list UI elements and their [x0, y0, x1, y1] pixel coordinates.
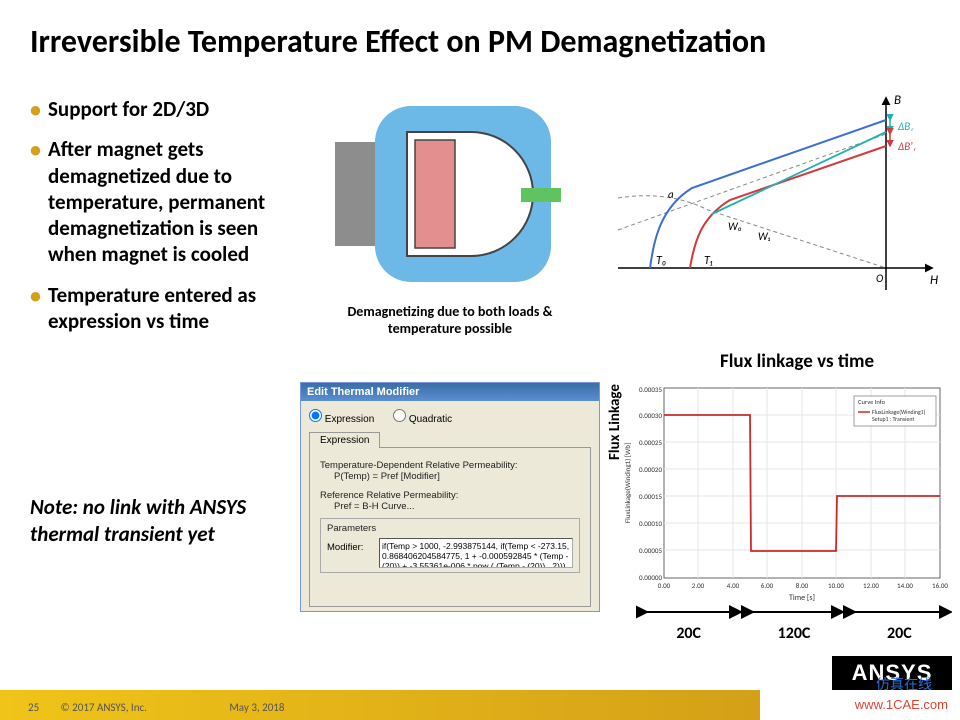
curve-t1	[690, 146, 886, 268]
label-dbr2: ΔB'ᵣ	[897, 140, 917, 153]
svg-text:0.00: 0.00	[658, 581, 671, 590]
temp-120c: 120C	[741, 624, 846, 643]
x-axis-label: H	[930, 273, 938, 288]
legend-title: Curve Info	[858, 398, 886, 406]
watermark-cn: 仿真在线	[876, 674, 932, 694]
label-a: a	[668, 188, 674, 201]
tab-pane: Temperature-Dependent Relative Permeabil…	[309, 447, 591, 607]
label-dbr: ΔBᵣ	[897, 120, 914, 133]
svg-text:6.00: 6.00	[761, 581, 774, 590]
svg-text:10.00: 10.00	[828, 581, 844, 590]
bullet-2: After magnet gets demagnetized due to te…	[30, 136, 310, 267]
label-t1: T₁	[704, 254, 713, 268]
svg-text:16.00: 16.00	[932, 581, 948, 590]
label-w1: W₁	[758, 230, 771, 243]
origin-label: O	[876, 272, 883, 285]
modifier-label: Modifier:	[327, 538, 373, 568]
label-t0: T₀	[656, 254, 667, 268]
bullet-list: Support for 2D/3D After magnet gets dema…	[30, 96, 310, 348]
y-ticks: 0.000000.000050.00010 0.000150.000200.00…	[639, 385, 663, 582]
svg-text:14.00: 14.00	[897, 581, 913, 590]
svg-text:8.00: 8.00	[796, 581, 809, 590]
footer: ANSYS 25 © 2017 ANSYS, Inc. May 3, 2018 …	[0, 678, 960, 720]
svg-text:0.00005: 0.00005	[639, 546, 663, 555]
page-number: 25	[28, 701, 58, 714]
ref-perm-value: Pref = B-H Curve...	[334, 501, 580, 512]
dialog-title: Edit Thermal Modifier	[301, 383, 599, 401]
magnet-caption: Demagnetizing due to both loads & temper…	[335, 304, 565, 338]
inner-y-label: FluxLinkage(Winding1) [Wb]	[623, 443, 632, 523]
legend-item-2: Setup1 : Transient	[872, 415, 914, 423]
copyright: © 2017 ANSYS, Inc.	[61, 701, 147, 714]
parameters-label: Parameters	[327, 523, 573, 534]
bh-curve-chart: H B O T₀ T₁ W₀ W₁ a ΔBᵣ ΔB'ᵣ	[608, 90, 938, 300]
temp-20c-a: 20C	[636, 624, 741, 643]
ref-perm-label: Reference Relative Permeability:	[320, 490, 580, 501]
magnet-coil	[415, 140, 455, 248]
flux-chart-title: Flux linkage vs time	[720, 350, 874, 373]
modifier-field[interactable]: if(Temp > 1000, -2.993875144, if(Temp < …	[379, 538, 573, 568]
curve-recoil	[712, 132, 886, 214]
note-text: Note: no link with ANSYS thermal transie…	[30, 494, 290, 549]
label-w0: W₀	[728, 220, 742, 233]
x-axis-label: Time [s]	[789, 593, 815, 603]
svg-text:0.00010: 0.00010	[639, 519, 663, 528]
footer-text: 25 © 2017 ANSYS, Inc. May 3, 2018	[28, 701, 284, 714]
svg-text:0.00015: 0.00015	[639, 492, 663, 501]
temp-range-arrows	[636, 604, 952, 620]
curve-t0	[650, 120, 886, 268]
flux-linkage-chart: 0.000000.000050.00010 0.000150.000200.00…	[620, 378, 950, 612]
perm-temp-label: Temperature-Dependent Relative Permeabil…	[320, 460, 580, 471]
slide-title: Irreversible Temperature Effect on PM De…	[30, 22, 766, 61]
svg-text:0.00035: 0.00035	[639, 385, 663, 394]
stator-stem	[335, 142, 375, 246]
slide-container: { "title": "Irreversible Temperature Eff…	[0, 0, 960, 720]
svg-text:0.00030: 0.00030	[639, 411, 663, 420]
perm-temp-value: P(Temp) = Pref [Modifier]	[334, 471, 580, 482]
temp-20c-b: 20C	[847, 624, 952, 643]
bullet-1: Support for 2D/3D	[30, 96, 310, 122]
radio-quadratic[interactable]: Quadratic	[393, 414, 452, 425]
svg-text:2.00: 2.00	[692, 581, 705, 590]
magnet-schematic	[335, 96, 565, 296]
svg-text:0.00025: 0.00025	[639, 438, 663, 447]
footer-date: May 3, 2018	[229, 701, 284, 714]
radio-expression[interactable]: Expression	[309, 414, 374, 425]
svg-text:4.00: 4.00	[727, 581, 740, 590]
y-axis-label: B	[894, 93, 901, 108]
svg-text:12.00: 12.00	[863, 581, 879, 590]
magnet-contact	[521, 188, 561, 202]
svg-text:0.00020: 0.00020	[639, 465, 663, 474]
radio-expression-label: Expression	[325, 414, 374, 425]
tab-expression[interactable]: Expression	[309, 432, 380, 448]
dash-1	[618, 134, 886, 230]
thermal-modifier-dialog: Edit Thermal Modifier Expression Quadrat…	[300, 382, 600, 612]
watermark-url: www.1CAE.com	[855, 697, 948, 712]
x-ticks: 0.00 2.00 4.00 6.00 8.00 10.00 12.00 14.00 16.…	[658, 581, 949, 590]
temp-labels-row: 20C 120C 20C	[636, 624, 952, 643]
radio-quadratic-label: Quadratic	[409, 414, 452, 425]
mode-radio-row: Expression Quadratic	[309, 409, 591, 425]
parameters-group: Parameters Modifier: if(Temp > 1000, -2.…	[320, 518, 580, 573]
bullet-3: Temperature entered as expression vs tim…	[30, 282, 310, 335]
